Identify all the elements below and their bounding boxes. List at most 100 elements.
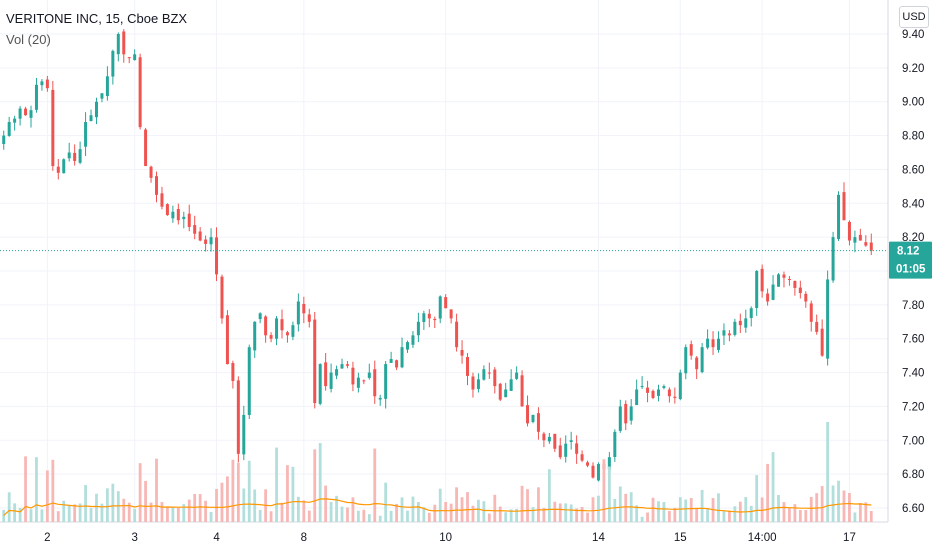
candle-body bbox=[18, 108, 22, 119]
candle-body bbox=[94, 101, 98, 118]
candle-body bbox=[302, 303, 306, 314]
candle-body bbox=[29, 110, 33, 118]
candle-body bbox=[635, 389, 639, 406]
candle-body bbox=[700, 347, 704, 373]
candle-body bbox=[531, 414, 535, 422]
candle-body bbox=[618, 406, 622, 431]
y-tick-label: 8.80 bbox=[902, 131, 924, 143]
volume-bar bbox=[2, 509, 6, 522]
volume-bar bbox=[564, 503, 568, 522]
volume-bar bbox=[607, 466, 611, 522]
candle-body bbox=[853, 237, 857, 243]
candle-body bbox=[318, 364, 322, 404]
candle-body bbox=[613, 431, 617, 458]
candle-body bbox=[340, 364, 344, 369]
candle-body bbox=[755, 271, 759, 308]
volume-bar bbox=[869, 511, 873, 522]
volume-bar bbox=[13, 503, 17, 522]
candle-body bbox=[149, 166, 153, 178]
candle-body bbox=[847, 221, 851, 241]
candle-body bbox=[67, 152, 71, 159]
volume-bar bbox=[307, 510, 311, 522]
candle-body bbox=[34, 84, 38, 110]
candle-body bbox=[586, 462, 590, 466]
candle-body bbox=[416, 321, 420, 336]
candle-body bbox=[536, 413, 540, 432]
candle-body bbox=[7, 122, 11, 136]
candle-body bbox=[651, 390, 655, 398]
candle-body bbox=[40, 81, 44, 86]
legend: VERITONE INC, 15, Cboe BZX Vol (20) bbox=[6, 8, 187, 50]
candle-body bbox=[673, 396, 677, 398]
volume-bar bbox=[395, 503, 398, 522]
candle-body bbox=[771, 284, 775, 300]
volume-bar bbox=[204, 500, 208, 522]
candle-body bbox=[13, 118, 17, 123]
candle-body bbox=[389, 359, 393, 363]
candle-body bbox=[646, 387, 650, 393]
candle-body bbox=[526, 405, 530, 424]
volume-bar bbox=[351, 497, 355, 522]
candle-body bbox=[296, 301, 300, 325]
candle-body bbox=[547, 436, 551, 442]
volume-bar bbox=[700, 489, 704, 522]
candle-body bbox=[225, 315, 229, 365]
volume-bar bbox=[837, 480, 840, 522]
volume-indicator-label[interactable]: Vol (20) bbox=[6, 32, 51, 47]
candle-body bbox=[815, 321, 819, 332]
y-tick-label: 7.60 bbox=[902, 334, 924, 346]
volume-bar bbox=[749, 505, 753, 522]
x-tick-label: 8 bbox=[301, 532, 307, 544]
volume-bar bbox=[417, 502, 420, 522]
volume-bar bbox=[78, 503, 82, 522]
candle-body bbox=[215, 237, 219, 275]
y-tick-label: 7.00 bbox=[902, 435, 924, 447]
volume-bar bbox=[864, 502, 868, 522]
volume-bar bbox=[717, 493, 720, 522]
volume-bar bbox=[144, 480, 147, 522]
volume-bar bbox=[335, 495, 338, 522]
volume-bar bbox=[657, 501, 660, 522]
candle-body bbox=[744, 318, 748, 328]
candle-body bbox=[804, 293, 808, 302]
volume-bar bbox=[646, 512, 649, 522]
volume-bar bbox=[673, 507, 677, 522]
currency-button[interactable]: USD bbox=[899, 6, 929, 28]
volume-bar bbox=[809, 497, 813, 522]
candle-body bbox=[204, 239, 208, 244]
candle-body bbox=[411, 335, 415, 345]
volume-bar bbox=[793, 504, 797, 522]
volume-bar bbox=[482, 501, 486, 522]
volume-bar bbox=[667, 511, 671, 522]
volume-bar bbox=[744, 497, 748, 522]
candle-body bbox=[2, 135, 6, 145]
candle-body bbox=[171, 211, 175, 219]
candle-body bbox=[384, 364, 388, 399]
volume-bar bbox=[51, 459, 55, 522]
candle-body bbox=[760, 268, 764, 292]
symbol-title[interactable]: VERITONE INC, 15, Cboe BZX bbox=[6, 11, 188, 26]
volume-bar bbox=[640, 516, 644, 522]
candle-body bbox=[482, 369, 486, 380]
volume-bar bbox=[29, 509, 33, 522]
volume-bar bbox=[215, 488, 218, 522]
volume-bar bbox=[531, 507, 535, 522]
candle-body bbox=[493, 369, 497, 387]
candle-body bbox=[427, 313, 431, 319]
volume-bar bbox=[89, 508, 93, 522]
y-tick-label: 7.20 bbox=[902, 401, 924, 413]
volume-bar bbox=[40, 509, 44, 522]
volume-bar bbox=[242, 488, 246, 522]
volume-bar bbox=[84, 485, 87, 522]
candle-body bbox=[520, 375, 524, 407]
volume-bar bbox=[291, 466, 295, 522]
volume-bar bbox=[542, 507, 546, 522]
y-tick-label: 8.20 bbox=[902, 232, 924, 244]
y-tick-label: 9.40 bbox=[902, 29, 924, 41]
candle-body bbox=[247, 347, 251, 415]
volume-bar bbox=[318, 443, 322, 522]
volume-bar bbox=[378, 515, 382, 522]
candle-body bbox=[558, 445, 562, 458]
candle-body bbox=[231, 363, 235, 382]
